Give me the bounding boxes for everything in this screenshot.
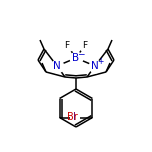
Text: F: F bbox=[82, 40, 88, 50]
Text: N: N bbox=[53, 61, 61, 71]
Text: N: N bbox=[91, 61, 99, 71]
Text: F: F bbox=[64, 40, 70, 50]
Text: Br: Br bbox=[67, 112, 78, 123]
Text: −: − bbox=[77, 50, 85, 59]
Text: I: I bbox=[73, 112, 75, 123]
Text: B: B bbox=[73, 53, 79, 63]
Text: +: + bbox=[97, 57, 103, 67]
